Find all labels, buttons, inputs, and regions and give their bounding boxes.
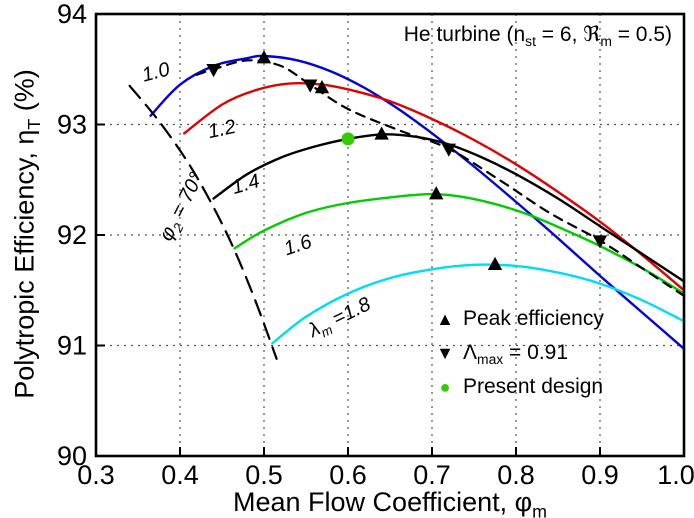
peak-efficiency-marker	[314, 80, 330, 94]
lambda-max-marker	[303, 79, 318, 93]
peak-efficiency-marker	[487, 256, 503, 271]
annotation-text: = 6, ℜ	[535, 23, 601, 46]
y-axis-title: Polytropic Efficiency, ηT (%)	[9, 69, 44, 399]
x-tick-label: 0.6	[329, 460, 367, 490]
x-tick-label: 0.7	[413, 460, 451, 490]
lambda-max-marker	[592, 235, 608, 249]
present-design-marker	[341, 132, 355, 146]
chart-annotation: He turbine (nst = 6, ℜm = 0.5)	[403, 22, 672, 50]
series-lambda-1.8	[271, 263, 686, 345]
y-tick-label: 94	[57, 0, 87, 29]
x-tick-label: 0.4	[161, 460, 199, 490]
annotation-sub-m: m	[600, 33, 612, 50]
triangle-down-icon: ▼	[436, 342, 454, 363]
legend-label: Peak efficiency	[463, 307, 604, 330]
triangle-up-icon: ▲	[436, 308, 454, 329]
peak-efficiency-marker	[256, 50, 272, 64]
legend: ▲ Peak efficiency ▼ Λmax = 0.91 ● Present des…	[427, 302, 604, 404]
x-tick-label: 0.8	[497, 460, 535, 490]
legend-label: Λmax = 0.91	[463, 341, 569, 368]
annotation-sub-st: st	[525, 33, 536, 50]
peak-efficiency-marker	[374, 126, 389, 140]
x-tick-label: 0.3	[77, 460, 115, 490]
y-tick-label: 91	[57, 331, 87, 361]
series-phi2-70-line	[128, 84, 278, 360]
x-axis-title-sub: m	[532, 501, 547, 518]
series-lambda-1.2	[183, 82, 686, 292]
y-axis-title-text: (%)	[9, 69, 40, 119]
y-axis-title-text: Polytropic Efficiency, η	[9, 129, 40, 399]
peak-efficiency-marker	[429, 186, 444, 200]
circle-icon: ●	[439, 376, 451, 397]
lambda-max-marker	[206, 64, 221, 78]
lambda-max-marker	[441, 143, 456, 157]
legend-item: ▲ Peak efficiency	[427, 302, 604, 336]
y-tick-label: 90	[57, 441, 87, 471]
legend-item: ● Present design	[427, 370, 604, 404]
x-tick-label: 1.0	[657, 460, 694, 490]
series-lambda-1.4	[212, 133, 686, 283]
series-lambda-max-locus	[195, 59, 686, 297]
annotation-text: = 0.5)	[611, 23, 672, 46]
x-axis-title: Mean Flow Coefficient, φm	[233, 487, 547, 518]
y-axis-title-sub: T	[23, 118, 44, 130]
legend-item: ▼ Λmax = 0.91	[427, 336, 604, 370]
x-axis-title-text: Mean Flow Coefficient, φ	[233, 487, 533, 517]
y-tick-label: 92	[57, 220, 87, 250]
legend-label: Present design	[463, 375, 604, 398]
annotation-text: He turbine (n	[403, 23, 526, 46]
x-tick-label: 0.5	[245, 460, 283, 490]
x-tick-label: 0.9	[581, 460, 619, 490]
y-tick-label: 93	[57, 110, 87, 140]
